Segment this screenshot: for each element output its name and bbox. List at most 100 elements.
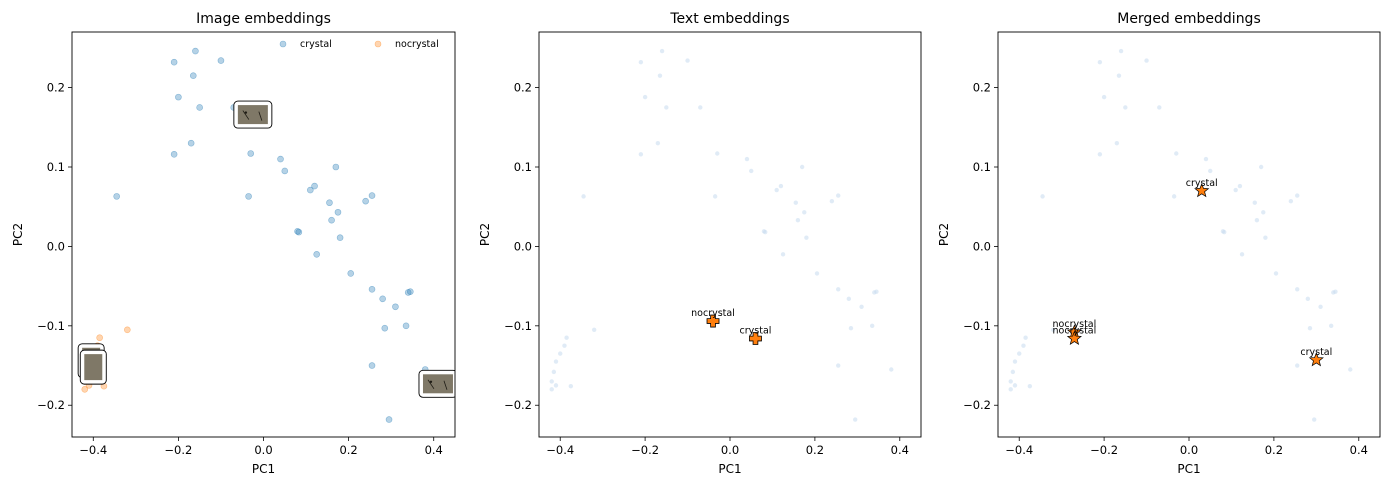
x-tick-label: −0.2: [164, 443, 192, 457]
scatter-point-crystal: [311, 182, 318, 190]
background-point: [793, 200, 798, 205]
axes-frame: [997, 31, 1381, 438]
thumbnail-crystal-streak: [427, 379, 435, 390]
x-tick-label: 0.0: [254, 443, 272, 457]
y-tick-label: 0.1: [47, 160, 65, 174]
background-point: [1318, 304, 1323, 309]
background-point: [1171, 194, 1177, 199]
x-tick-label: 0.2: [806, 443, 824, 457]
y-axis-label: PC2: [478, 223, 492, 246]
background-point: [1010, 369, 1016, 375]
x-tick-label: −0.4: [79, 443, 107, 457]
background-point: [1008, 379, 1013, 384]
background-point: [664, 105, 669, 110]
background-point: [638, 59, 644, 65]
background-point: [642, 94, 648, 100]
background-point: [872, 290, 877, 295]
x-tick-label: −0.4: [1005, 443, 1033, 457]
background-point: [698, 105, 703, 110]
background-point: [568, 383, 574, 389]
axes-frame: [538, 31, 922, 438]
background-point: [553, 383, 559, 388]
scatter-point-crystal: [113, 193, 120, 200]
background-point: [1097, 59, 1103, 65]
background-point: [836, 363, 841, 368]
y-tick-label: 0.0: [973, 239, 991, 253]
scatter-point-crystal: [402, 322, 410, 330]
scatter-point-crystal: [192, 47, 199, 55]
y-tick-label: 0.2: [973, 81, 991, 95]
background-point: [558, 351, 563, 356]
background-point: [1008, 387, 1013, 392]
scatter-point-crystal: [379, 295, 386, 303]
scatter-point-crystal: [196, 104, 203, 111]
image-thumbnail: [233, 100, 273, 129]
background-point: [1288, 198, 1294, 204]
background-point: [591, 327, 597, 332]
y-axis-label: PC2: [937, 223, 951, 246]
scatter-point-crystal: [170, 58, 178, 66]
plus-marker-crystal: [749, 332, 762, 345]
scatter-point-crystal: [307, 186, 314, 194]
y-axis-label: PC2: [11, 223, 25, 246]
x-tick-label: 0.0: [721, 443, 739, 457]
background-point: [795, 218, 801, 223]
background-point: [1012, 359, 1018, 364]
plot-area: nocrystal crystal: [549, 48, 894, 422]
scatter-point-nocrystal: [124, 326, 131, 334]
scatter-point-nocrystal: [81, 386, 89, 393]
marker-annotation: nocrystal: [691, 308, 735, 319]
thumbnail-crystal-dot: [244, 111, 248, 114]
y-tick-label: −0.1: [963, 319, 991, 333]
thumbnail-crystal-streak: [443, 380, 448, 390]
chart-panel-1: Image embeddings −0.4 −0.2 0.0 0.2 0.4 −0.2 −0.…: [11, 11, 456, 476]
y-tick-label: −0.1: [504, 319, 532, 333]
background-point: [1295, 287, 1300, 292]
background-point: [1348, 367, 1353, 372]
background-point: [1312, 417, 1317, 422]
background-point: [1295, 193, 1300, 198]
background-point: [549, 387, 554, 392]
background-point: [1233, 187, 1238, 193]
marker-annotation: nocrystal: [1053, 326, 1097, 337]
image-thumbnail: [79, 349, 107, 385]
background-point: [846, 296, 852, 302]
x-axis-label: PC1: [718, 462, 741, 476]
legend-marker-crystal: [279, 40, 287, 48]
background-point: [749, 168, 754, 174]
scatter-point-crystal: [295, 228, 303, 236]
background-point: [853, 417, 858, 422]
background-point: [1114, 140, 1120, 146]
background-point: [804, 235, 809, 240]
background-point: [1222, 229, 1227, 235]
background-point: [1023, 335, 1028, 340]
scatter-point-crystal: [189, 72, 197, 79]
scatter-point-crystal: [281, 167, 289, 175]
background-point: [1263, 235, 1268, 240]
background-point: [1118, 48, 1124, 54]
background-point: [659, 48, 665, 54]
background-point: [774, 187, 779, 193]
star-marker-crystal: [1194, 182, 1210, 198]
background-point: [1208, 168, 1213, 174]
background-point: [1097, 152, 1103, 157]
image-thumbnail: [418, 369, 455, 398]
background-point: [848, 326, 854, 331]
thumbnail-crystal-dot: [429, 380, 433, 383]
marker-annotation: crystal: [1300, 347, 1332, 358]
x-tick-label: −0.4: [546, 443, 574, 457]
chart-panel-2: Text embeddings nocrystal crystal −0.4 −0.2 0…: [478, 11, 922, 476]
background-point: [1307, 326, 1313, 331]
y-tick-label: −0.2: [37, 398, 65, 412]
plot-area: [77, 47, 455, 423]
background-point: [1012, 383, 1018, 388]
chart-title: Merged embeddings: [1117, 11, 1261, 27]
scatter-point-crystal: [328, 216, 335, 224]
x-tick-label: 0.2: [1265, 443, 1283, 457]
background-point: [859, 304, 864, 309]
scatter-point-crystal: [347, 270, 355, 277]
background-point: [1116, 73, 1122, 78]
scatter-point-crystal: [334, 208, 342, 216]
background-point: [1101, 94, 1107, 100]
chart-title: Image embeddings: [196, 11, 331, 27]
